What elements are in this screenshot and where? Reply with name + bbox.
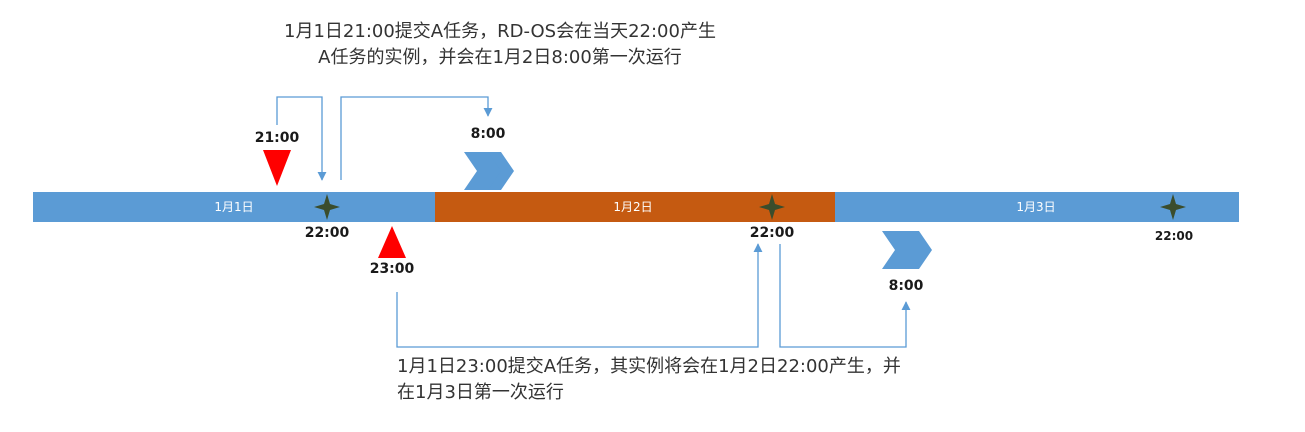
instance-star-icon [1160,194,1186,220]
submit-time-label-2: 23:00 [370,261,415,277]
run-time-label-1: 8:00 [471,126,506,142]
submit-marker-up-icon [378,226,406,258]
bottom-caption-line-2: 在1月3日第一次运行 [397,382,564,403]
day-label-3: 1月3日 [1016,200,1055,214]
bottom-caption: 1月1日23:00提交A任务，其实例将会在1月2日22:00产生，并 在1月3日… [397,354,901,406]
connector-submit-to-instance [396,243,763,348]
submit-marker-down-icon [263,150,291,186]
run-chevrons-icon [464,152,514,190]
connector-instance-to-run [779,244,911,348]
day-segment-1 [33,192,435,222]
day-label-1: 1月1日 [214,200,253,214]
instance-star-icon [314,194,340,220]
top-caption-line-2: A任务的实例，并会在1月2日8:00第一次运行 [318,47,682,68]
instance-time-label-1: 22:00 [305,225,350,241]
connector-instance-to-run [340,96,493,180]
day-label-2: 1月2日 [613,200,652,214]
instance-time-label-3: 22:00 [1155,229,1193,243]
submit-time-label-1: 21:00 [255,130,300,146]
connector-submit-to-instance [276,96,327,181]
instance-time-label-2: 22:00 [750,225,795,241]
top-caption: 1月1日21:00提交A任务，RD-OS会在当天22:00产生 A任务的实例，并… [250,19,750,71]
instance-star-icon [759,194,785,220]
bottom-caption-line-1: 1月1日23:00提交A任务，其实例将会在1月2日22:00产生，并 [397,356,901,377]
run-time-label-2: 8:00 [889,278,924,294]
run-chevrons-icon [882,231,932,269]
top-caption-line-1: 1月1日21:00提交A任务，RD-OS会在当天22:00产生 [284,21,716,42]
